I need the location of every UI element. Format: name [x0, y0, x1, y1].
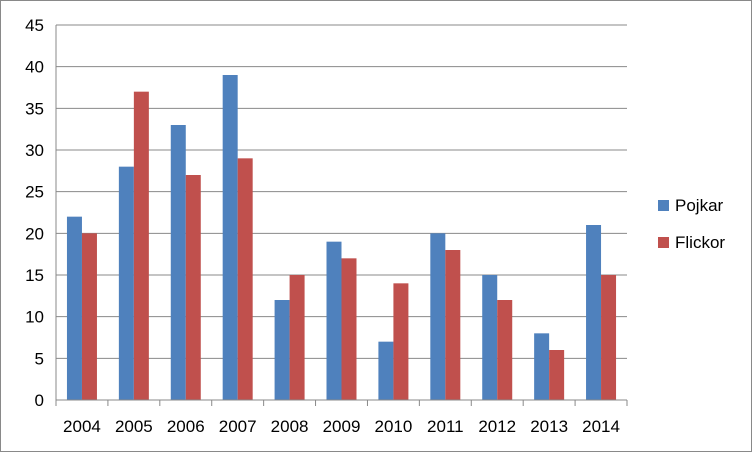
bar-pojkar-2010	[378, 341, 394, 400]
bar-pojkar-2005	[118, 166, 134, 400]
x-tick-label: 2014	[582, 417, 620, 436]
x-tick-label: 2007	[219, 417, 257, 436]
axes	[55, 25, 628, 406]
bars	[66, 75, 617, 401]
y-tick-label: 0	[35, 391, 44, 410]
x-tick-label: 2013	[530, 417, 568, 436]
bar-flickor-2013	[549, 350, 565, 400]
legend-label-pojkar: Pojkar	[675, 196, 724, 215]
bar-flickor-2004	[81, 233, 97, 400]
y-tick-label: 20	[25, 224, 44, 243]
bar-pojkar-2006	[170, 125, 186, 400]
y-tick-label: 5	[35, 349, 44, 368]
bar-flickor-2010	[393, 283, 409, 400]
bar-pojkar-2013	[534, 333, 550, 400]
x-tick-label: 2011	[427, 417, 464, 436]
x-tick-label: 2012	[478, 417, 516, 436]
y-tick-label: 30	[25, 141, 44, 160]
legend: Pojkar Flickor	[658, 196, 725, 252]
gridlines	[56, 24, 627, 359]
y-tick-label: 45	[25, 16, 44, 35]
legend-label-flickor: Flickor	[675, 233, 725, 252]
y-tick-label: 40	[25, 58, 44, 77]
bar-pojkar-2014	[586, 225, 602, 400]
x-tick-label: 2008	[271, 417, 309, 436]
legend-swatch-flickor	[658, 237, 669, 248]
bar-flickor-2009	[341, 258, 357, 400]
bar-flickor-2011	[445, 250, 461, 400]
y-tick-label: 10	[25, 308, 44, 327]
x-tick-label: 2009	[323, 417, 361, 436]
bar-flickor-2005	[133, 91, 149, 401]
bar-pojkar-2007	[222, 75, 238, 400]
x-tick-label: 2010	[374, 417, 412, 436]
y-tick-label: 25	[25, 183, 44, 202]
x-tick-label: 2006	[167, 417, 205, 436]
x-tick-label: 2004	[63, 417, 101, 436]
bar-pojkar-2011	[430, 233, 446, 400]
bar-pojkar-2012	[482, 275, 498, 400]
bar-pojkar-2004	[66, 216, 82, 400]
tick-labels: 0 5 10 15 20 25 30 35 40 45 2004 2005 2006 2007 2008 20…	[25, 16, 620, 436]
y-tick-label: 35	[25, 99, 44, 118]
bar-pojkar-2008	[274, 300, 290, 400]
y-tick-label: 15	[25, 266, 44, 285]
bar-flickor-2007	[237, 158, 253, 400]
bar-pojkar-2009	[326, 241, 342, 400]
x-tick-label: 2005	[115, 417, 153, 436]
bar-flickor-2006	[185, 175, 201, 400]
bar-flickor-2008	[289, 275, 305, 400]
bar-flickor-2012	[497, 300, 513, 400]
bar-flickor-2014	[601, 275, 617, 400]
legend-swatch-pojkar	[658, 200, 669, 211]
